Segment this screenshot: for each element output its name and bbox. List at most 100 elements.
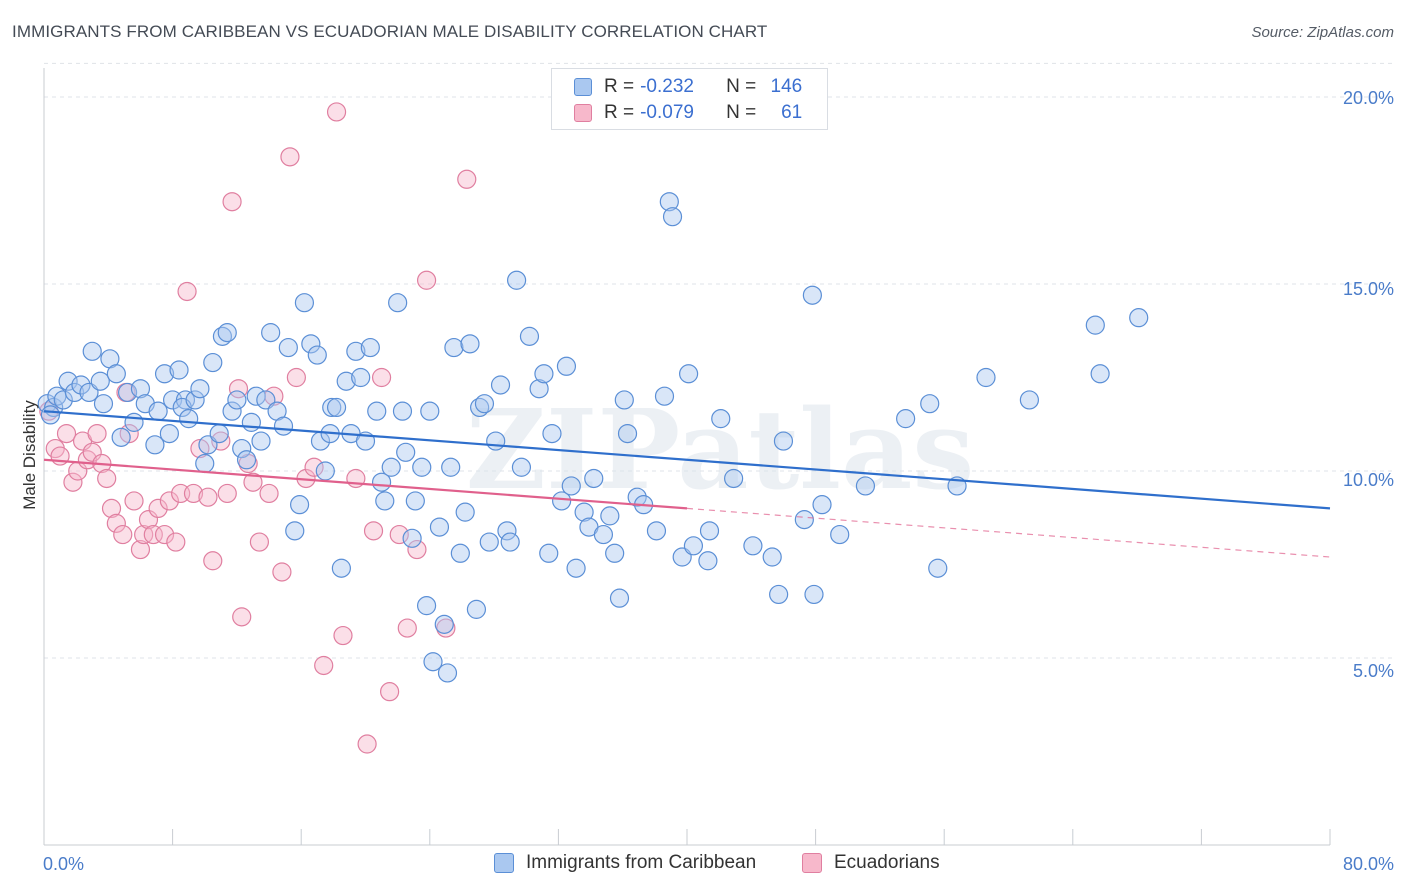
caribbean-point <box>405 491 425 511</box>
caribbean-point <box>466 599 487 619</box>
caribbean-point <box>556 356 577 376</box>
caribbean-point <box>392 401 413 421</box>
legend-r-value: -0.232 <box>640 76 694 97</box>
caribbean-point <box>474 394 495 414</box>
caribbean-point <box>381 457 401 477</box>
ecuadorians-point <box>326 102 347 122</box>
caribbean-point <box>90 371 110 391</box>
legend-swatch-ecuadorians <box>574 104 592 122</box>
caribbean-point <box>1129 308 1149 328</box>
ecuadorians-point <box>286 367 306 388</box>
caribbean-point <box>450 543 470 563</box>
caribbean-point <box>195 453 215 474</box>
x-tick-label-max: 80.0% <box>1343 854 1394 874</box>
ecuadorians-point <box>166 532 186 552</box>
caribbean-point <box>326 397 347 418</box>
ecuadorians-point <box>416 270 437 290</box>
caribbean-point <box>222 401 242 421</box>
caribbean-point <box>159 424 179 444</box>
caribbean-point <box>769 584 789 605</box>
caribbean-point <box>301 334 321 354</box>
caribbean-point <box>111 427 131 447</box>
caribbean-points <box>37 192 1149 683</box>
ecuadorians-point <box>371 367 392 388</box>
trend-lines <box>43 410 1331 558</box>
caribbean-point <box>273 416 294 436</box>
ecuadorians-point <box>397 618 417 638</box>
ecuadorians-point <box>314 655 334 676</box>
bottom-legend-ecuadorians: Ecuadorians <box>802 852 940 874</box>
caribbean-point <box>227 390 247 410</box>
caribbean-point <box>486 431 506 451</box>
caribbean-point <box>479 532 499 552</box>
caribbean-point <box>434 614 454 634</box>
legend-r-label: R = <box>604 76 635 97</box>
caribbean-point <box>420 401 440 421</box>
ecuadorians-point <box>280 147 300 167</box>
ecuadorians-point <box>106 513 126 533</box>
ecuadorians-point <box>148 498 168 518</box>
caribbean-point <box>804 584 824 605</box>
caribbean-point <box>812 495 832 515</box>
caribbean-point <box>423 652 443 672</box>
caribbean-point <box>367 401 387 421</box>
bottom-legend-caribbean: Immigrants from Caribbean <box>494 852 756 874</box>
ecuadorians-point <box>222 192 242 212</box>
caribbean-point <box>500 532 520 552</box>
ecuadorians-point <box>101 498 122 518</box>
caribbean-point <box>600 506 620 526</box>
caribbean-point <box>40 405 61 425</box>
legend-row-ecuadorians: R = -0.079 N = 61 <box>574 100 802 126</box>
caribbean-point <box>53 390 73 410</box>
caribbean-point <box>441 457 461 477</box>
caribbean-point <box>145 435 165 455</box>
caribbean-point <box>124 412 144 432</box>
caribbean-point <box>511 457 532 477</box>
caribbean-point <box>928 558 948 578</box>
caribbean-point <box>209 424 229 444</box>
caribbean-point <box>699 521 720 541</box>
caribbean-point <box>773 431 794 451</box>
caribbean-point <box>217 323 237 343</box>
legend-n-label: N = <box>726 76 757 97</box>
caribbean-point <box>307 345 327 365</box>
legend-swatch-caribbean <box>574 78 592 96</box>
caribbean-point <box>920 394 940 414</box>
ecuadorians-point <box>154 524 175 545</box>
caribbean-point <box>278 337 298 358</box>
caribbean-point <box>64 382 85 403</box>
ecuadorians-point <box>113 524 133 545</box>
ecuadorians-point <box>243 472 263 492</box>
stats-legend: R = -0.232 N = 146 R = -0.079 N = 61 <box>551 68 828 130</box>
legend-r-value: -0.079 <box>640 102 694 123</box>
caribbean-point <box>82 341 102 361</box>
caribbean-point <box>460 334 480 354</box>
ecuadorians-point <box>380 682 400 702</box>
caribbean-point <box>331 558 351 578</box>
caribbean-point <box>627 487 647 507</box>
legend-n-value: 61 <box>781 102 803 123</box>
ecuadorians-point <box>407 539 427 560</box>
caribbean-point <box>437 663 458 683</box>
caribbean-point <box>315 461 335 481</box>
caribbean-point <box>659 192 679 212</box>
caribbean-point <box>117 382 138 403</box>
ecuadorians-point <box>183 483 204 504</box>
ecuadorians-point <box>97 468 117 489</box>
ecuadorians-point <box>232 607 252 627</box>
caribbean-point <box>855 476 876 496</box>
ecuadorians-point <box>159 491 179 511</box>
caribbean-point <box>289 495 310 515</box>
ecuadorians-point <box>87 424 107 444</box>
caribbean-point <box>654 386 675 406</box>
caribbean-point <box>646 521 667 541</box>
caribbean-point <box>251 431 271 451</box>
ecuadorians-point <box>217 483 237 504</box>
caribbean-point <box>976 367 996 388</box>
caribbean-point <box>375 491 395 511</box>
caribbean-point <box>724 468 744 489</box>
caribbean-point <box>593 524 614 545</box>
caribbean-point <box>566 558 586 578</box>
bottom-legend-label-caribbean: Immigrants from Caribbean <box>526 852 757 873</box>
